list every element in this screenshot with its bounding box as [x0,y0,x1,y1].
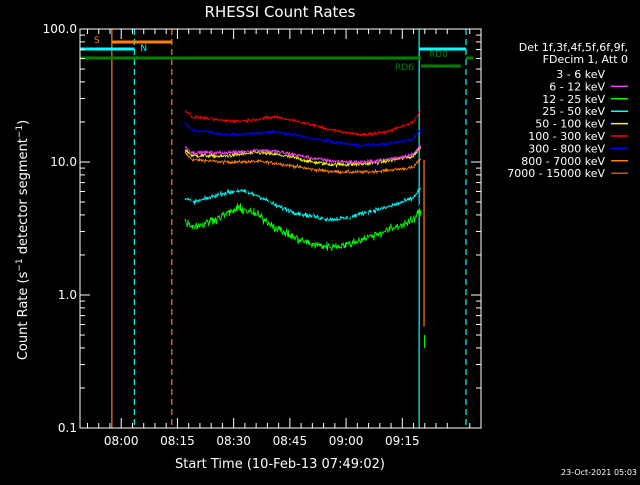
x-tick-label: 08:30 [216,434,251,448]
legend-header-line: Det 1f,3f,4f,5f,6f,9f, [519,41,628,54]
x-axis-label: Start Time (10-Feb-13 07:49:02) [175,457,385,472]
night-label: N [140,44,147,54]
series-line-1 [184,144,422,165]
series-line-2 [184,202,422,252]
chart-title: RHESSI Count Rates [205,3,356,21]
legend-entry-label: 25 - 50 keV [542,105,605,118]
legend-entry-label: 800 - 7000 keV [521,155,605,168]
legend-entry-label: 7000 - 15000 keV [507,167,605,180]
legend-entry-label: 100 - 300 keV [528,130,605,143]
y-axis-label-part-a: Count Rate (s [16,271,31,360]
y-axis-label-exp-1: −1 [15,258,25,271]
x-tick-label: 09:00 [329,434,364,448]
series-line-3 [184,187,422,223]
legend-entry-label: 300 - 800 keV [528,142,605,155]
legend-entry-label: 50 - 100 keV [535,118,605,131]
y-axis-label-part-c: detector segment [16,138,31,258]
saa-label: S [94,36,100,46]
legend-entry-label: 12 - 25 keV [542,93,605,106]
y-tick-label: 1.0 [58,288,77,302]
legend: Det 1f,3f,4f,5f,6f,9f,FDecim 1, Att 0 3 -… [507,41,628,180]
y-axis-label-part-e: ) [16,120,31,125]
legend-entry-label: 3 - 6 keV [556,68,605,81]
decim-label-rd0: RD0 [429,50,448,60]
y-axis-label: Count Rate (s−1 detector segment−1) [15,120,31,360]
series-line-7 [184,152,422,175]
x-tick-label: 08:00 [104,434,139,448]
marker-layer [111,29,467,428]
legend-entry-label: 6 - 12 keV [549,80,605,93]
y-tick-label: 10.0 [50,155,77,169]
annotation-layer: S N RD0 RD6 [80,36,474,73]
series-line-6 [184,121,422,148]
series-line-0 [184,163,422,258]
y-axis-label-exp-2: −1 [15,125,25,138]
plot-axes: 0.1 1.0 10.0 100.0 08:00 08:15 08:30 08:45 09:00… [43,22,482,448]
x-tick-label: 09:15 [385,434,420,448]
y-tick-label: 100.0 [43,22,77,36]
series-layer [184,109,426,358]
x-tick-label: 08:15 [160,434,195,448]
y-tick-label: 0.1 [58,421,77,435]
footer-date: 23-Oct-2021 05:03 [561,468,637,477]
x-tick-label: 08:45 [273,434,308,448]
legend-header-line: FDecim 1, Att 0 [543,53,628,66]
series-line-5 [184,109,422,138]
decim-label-rd6: RD6 [395,63,414,73]
series-line-4 [184,146,422,169]
plot-frame [79,28,482,429]
